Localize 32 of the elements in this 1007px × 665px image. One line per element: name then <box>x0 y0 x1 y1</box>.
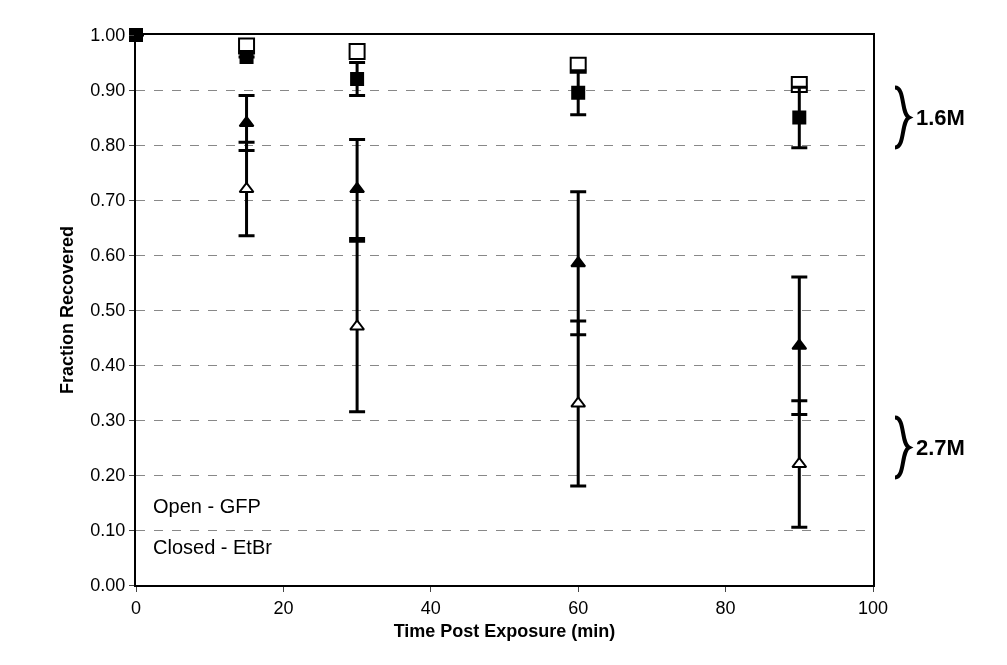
x-axis-title: Time Post Exposure (min) <box>393 621 616 642</box>
y-tick-label: 0.40 <box>90 355 126 376</box>
point <box>348 43 366 60</box>
y-tick-label: 0.50 <box>90 300 126 321</box>
x-tick-label: 80 <box>715 597 736 618</box>
point <box>792 110 807 125</box>
x-tick-label: 40 <box>420 597 441 618</box>
y-tick-label: 1.00 <box>90 25 126 46</box>
point <box>239 50 254 64</box>
point <box>570 396 587 408</box>
y-tick-label: 0.60 <box>90 245 126 266</box>
annotation: Closed - EtBr <box>153 536 273 558</box>
x-tick-label: 20 <box>273 597 294 618</box>
y-tick-label: 0.90 <box>90 80 126 101</box>
point <box>570 256 587 268</box>
x-tick-label: 0 <box>130 597 142 618</box>
point <box>571 85 586 100</box>
point <box>350 72 365 86</box>
y-tick-label: 0.70 <box>90 190 126 211</box>
y-tick-label: 0.20 <box>90 465 126 486</box>
y-tick-label: 0.80 <box>90 135 126 156</box>
y-tick-label: 0.30 <box>90 410 126 431</box>
y-axis-title: Fraction Recovered <box>57 225 78 395</box>
point <box>349 319 366 331</box>
x-tick-label: 60 <box>568 597 589 618</box>
text: 1.6M <box>916 105 965 130</box>
y-tick-label: 0.00 <box>90 575 126 596</box>
y-tick-label: 0.10 <box>90 520 126 541</box>
x-tick-label: 100 <box>857 597 889 618</box>
annotation: Open - GFP <box>153 495 261 517</box>
point <box>791 338 808 350</box>
text: 2.7M <box>916 435 965 460</box>
